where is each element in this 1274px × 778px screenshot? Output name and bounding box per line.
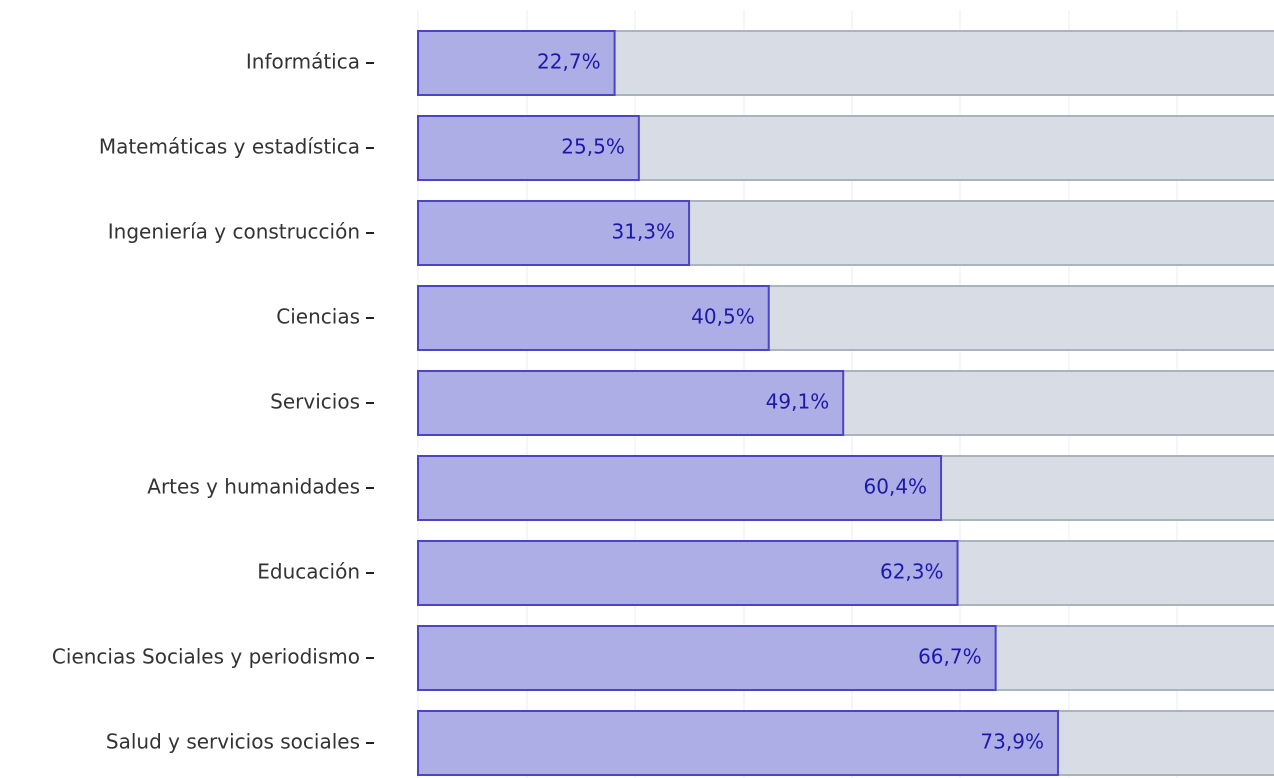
y-tick-label: Ciencias (276, 305, 360, 329)
value-label: 66,7% (918, 645, 982, 669)
value-label: 25,5% (561, 135, 625, 159)
value-label: 62,3% (880, 560, 944, 584)
bar (417, 115, 640, 181)
y-tick-label: Informática (246, 50, 360, 74)
value-label: 31,3% (612, 220, 676, 244)
bar (417, 285, 770, 351)
bar (417, 625, 997, 691)
bar (417, 370, 845, 436)
bar (417, 540, 959, 606)
y-tick-label: Salud y servicios sociales (106, 730, 360, 754)
value-label: 49,1% (766, 390, 830, 414)
y-tick-label: Ciencias Sociales y periodismo (52, 645, 360, 669)
y-tick-label: Artes y humanidades (147, 475, 360, 499)
y-tick-label: Matemáticas y estadística (99, 135, 360, 159)
y-tick-label: Servicios (270, 390, 360, 414)
value-label: 40,5% (691, 305, 755, 329)
bar (417, 710, 1059, 776)
y-tick-label: Ingeniería y construcción (108, 220, 360, 244)
y-tick-label: Educación (257, 560, 360, 584)
value-label: 73,9% (980, 730, 1044, 754)
bar (417, 455, 943, 521)
bar (417, 200, 691, 266)
bar (417, 30, 616, 96)
value-label: 22,7% (537, 50, 601, 74)
value-label: 60,4% (864, 475, 928, 499)
